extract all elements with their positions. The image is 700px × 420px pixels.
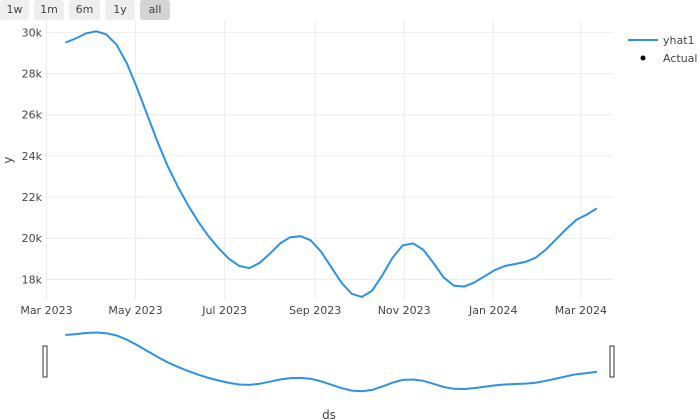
range-button-1w[interactable]: 1w — [0, 0, 29, 20]
legend-swatch-actual — [640, 55, 646, 61]
y-axis-ticks: 18k 20k 22k 24k 26k 28k 30k — [22, 26, 43, 286]
y-tick-label: 30k — [22, 26, 43, 39]
y-tick-label: 22k — [22, 191, 43, 204]
x-tick-label: Mar 2024 — [555, 304, 607, 317]
legend-label-yhat1[interactable]: yhat1 — [663, 34, 695, 47]
y-axis-label: y — [1, 156, 15, 163]
x-tick-label: Jan 2024 — [468, 304, 517, 317]
x-tick-label: Jul 2023 — [201, 304, 247, 317]
range-slider-preview-line — [65, 331, 598, 393]
legend-label-actual[interactable]: Actual — [663, 52, 697, 65]
x-axis-label: ds — [322, 408, 336, 420]
range-button-6m[interactable]: 6m — [69, 0, 100, 20]
y-tick-label: 18k — [22, 273, 43, 286]
range-button-all[interactable]: all — [140, 0, 170, 20]
range-button-1m[interactable]: 1m — [34, 0, 64, 20]
x-tick-label: May 2023 — [108, 304, 162, 317]
x-axis-ticks: Mar 2023 May 2023 Jul 2023 Sep 2023 Nov 2023… — [20, 304, 607, 317]
range-button-1y[interactable]: 1y — [105, 0, 135, 20]
x-tick-label: Nov 2023 — [378, 304, 431, 317]
range-slider-left-handle[interactable] — [42, 345, 48, 378]
y-tick-label: 24k — [22, 150, 43, 163]
range-slider-background — [45, 330, 613, 378]
series-line-yhat1 — [65, 30, 598, 298]
range-slider[interactable] — [42, 330, 615, 393]
y-tick-label: 20k — [22, 232, 43, 245]
grid — [45, 20, 613, 300]
range-slider-right-handle[interactable] — [609, 345, 615, 378]
legend[interactable]: yhat1 Actual — [628, 34, 697, 65]
y-tick-label: 28k — [22, 68, 43, 81]
y-tick-label: 26k — [22, 109, 43, 122]
x-tick-label: Sep 2023 — [289, 304, 341, 317]
x-tick-label: Mar 2023 — [20, 304, 72, 317]
